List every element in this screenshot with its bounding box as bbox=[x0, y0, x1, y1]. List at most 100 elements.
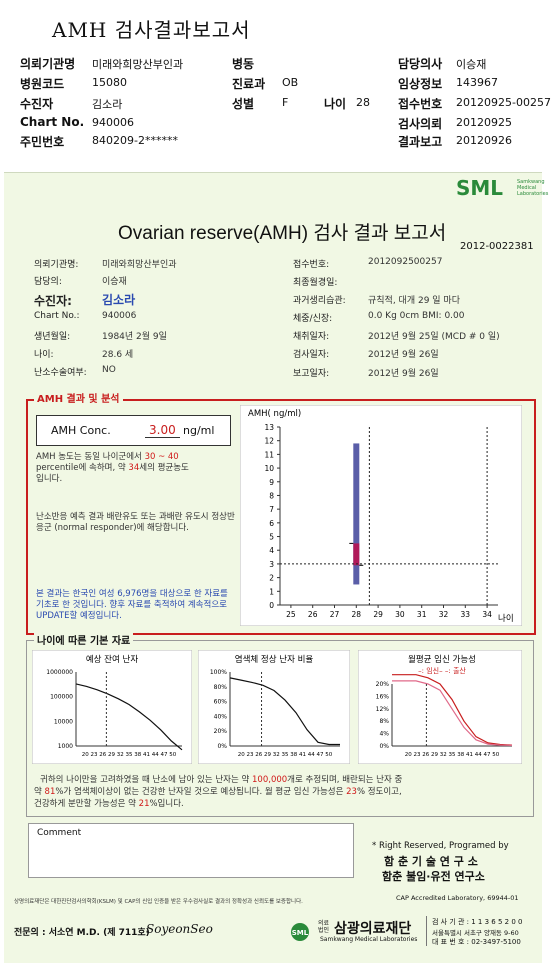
field-value: 143967 bbox=[456, 76, 498, 89]
amh-conc-unit: ng/ml bbox=[183, 424, 215, 437]
x-tick-labels: 20 23 26 29 32 35 38 41 44 47 50 bbox=[238, 752, 333, 758]
y-tick-label: 1000 bbox=[58, 743, 73, 750]
sml-logo-subtitle: Samkwang Medical Laboratories bbox=[517, 179, 549, 197]
y-tick-label: 4% bbox=[379, 731, 389, 738]
field-value: 20120925-00257 bbox=[456, 96, 551, 109]
amh-section-heading: AMH 결과 및 분석 bbox=[34, 390, 123, 405]
institute-name-1: 함 춘 기 술 연 구 소 bbox=[384, 855, 478, 868]
info-label: Chart No.: bbox=[34, 311, 80, 321]
x-tick-label: 26 bbox=[308, 610, 318, 619]
cap-accreditation: CAP Accredited Laboratory, 69944-01 bbox=[396, 894, 519, 902]
y-tick-label: 12% bbox=[376, 706, 390, 713]
summary-text: % 정도이고, bbox=[356, 787, 402, 797]
y-tick-label: 10 bbox=[264, 464, 274, 473]
info-label: 채취일자: bbox=[293, 332, 330, 342]
range-bar bbox=[353, 443, 360, 585]
info-label: 접수번호: bbox=[293, 260, 330, 270]
info-label: 보고일자: bbox=[293, 369, 330, 379]
desc-text: percentile에 속하며, 약 bbox=[36, 463, 126, 473]
y-tick-label: 1000000 bbox=[46, 669, 73, 676]
x-tick-label: 34 bbox=[482, 610, 492, 619]
amh-chart-ylabel: AMH( ng/ml) bbox=[248, 409, 301, 419]
chart-title: 예상 잔여 난자 bbox=[86, 654, 139, 665]
y-tick-label: 80% bbox=[214, 684, 228, 691]
y-tick-label: 0% bbox=[379, 743, 389, 750]
foundation-name: 삼광의료재단 bbox=[334, 921, 412, 937]
amh-conc-value: 3.00 bbox=[145, 423, 180, 438]
y-tick-label: 16% bbox=[376, 693, 390, 700]
normal-egg-pct: 81 bbox=[44, 787, 56, 797]
info-value: 0.0 Kg 0cm BMI: 0.00 bbox=[368, 311, 465, 321]
y-tick-label: 40% bbox=[214, 713, 228, 720]
field-label: 결과보고 bbox=[398, 135, 443, 149]
field-label: Chart No. bbox=[20, 115, 85, 129]
specialist-name: 전문의 : 서소연 M.D. (제 711호) bbox=[14, 928, 150, 938]
signature: SoyeonSeo bbox=[146, 922, 213, 936]
patient-name: 김소라 bbox=[102, 293, 136, 307]
field-value: 20120926 bbox=[456, 134, 512, 147]
age-summary-text: 귀하의 나이만을 고려하였을 때 난소에 남아 있는 난자는 약 100,000… bbox=[34, 774, 526, 810]
info-value: 1984년 2월 9일 bbox=[102, 332, 167, 342]
amh-conc-label: AMH Conc. bbox=[51, 424, 111, 437]
info-label: 수진자: bbox=[34, 294, 72, 308]
info-label: 검사일자: bbox=[293, 350, 330, 360]
info-value: 28.6 세 bbox=[102, 350, 134, 360]
sml-footer-logo: SML bbox=[290, 921, 318, 943]
y-tick-label: 12 bbox=[264, 437, 274, 446]
chart-title: 염색체 정상 난자 비율 bbox=[235, 654, 314, 665]
foundation-prefix: 의료법인 bbox=[318, 920, 330, 934]
series-line bbox=[392, 680, 513, 746]
series-line bbox=[75, 683, 183, 751]
pregnancy-chart: 월평균 임신 가능성 –: 임신– –: 출산 20% 16% 12% 8% 4% 0% 2… bbox=[358, 650, 522, 764]
x-tick-label: 25 bbox=[286, 610, 296, 619]
field-value: 미래와희망산부인과 bbox=[92, 58, 184, 71]
y-tick-label: 1 bbox=[269, 587, 274, 596]
percentile-range: 30 ~ 40 bbox=[144, 452, 179, 462]
field-label: 병원코드 bbox=[20, 77, 65, 91]
comment-label: Comment bbox=[37, 828, 82, 838]
summary-text: 약 bbox=[34, 787, 42, 797]
field-label: 수진자 bbox=[20, 97, 54, 111]
field-label: 주민번호 bbox=[20, 135, 65, 149]
field-label: 진료과 bbox=[232, 77, 266, 91]
y-tick-label: 8% bbox=[379, 718, 389, 725]
series-line bbox=[229, 677, 340, 746]
info-label: 체중/신장: bbox=[293, 314, 333, 324]
y-tick-label: 100% bbox=[210, 669, 227, 676]
info-value: 2012년 9월 26일 bbox=[368, 350, 439, 360]
y-tick-label: 3 bbox=[269, 560, 274, 569]
info-value: 2012년 9월 26일 bbox=[368, 369, 439, 379]
desc-text: 입니다. bbox=[36, 474, 63, 484]
info-value: 미래와희망산부인과 bbox=[102, 260, 177, 270]
field-label: 성별 bbox=[232, 97, 255, 111]
y-tick-label: 0% bbox=[217, 743, 227, 750]
amh-conc-box: AMH Conc. 3.00 ng/ml bbox=[36, 415, 231, 446]
y-tick-label: 6 bbox=[269, 519, 274, 528]
x-tick-label: 32 bbox=[439, 610, 449, 619]
contact-line: 대 표 번 호 : 02-3497-5100 bbox=[432, 938, 521, 946]
y-tick-label: 7 bbox=[269, 505, 274, 514]
contact-line: 서울특별시 서초구 양재동 9-60 bbox=[432, 929, 519, 937]
field-value: 20120925 bbox=[456, 116, 512, 129]
field-label: 의뢰기관명 bbox=[20, 57, 76, 71]
summary-text: 귀하의 나이만을 고려하였을 때 난소에 남아 있는 난자는 약 bbox=[40, 775, 250, 785]
foundation-subtitle: Samkwang Medical Laboratories bbox=[320, 936, 418, 943]
info-label: 담당의: bbox=[34, 277, 62, 287]
info-label: 난소수술여부: bbox=[34, 368, 87, 378]
document-title: AMH 검사결과보고서 bbox=[52, 18, 251, 42]
info-value: 2012년 9월 25일 (MCD # 0 일) bbox=[368, 332, 500, 342]
info-value: 이승재 bbox=[102, 277, 127, 287]
info-value: 940006 bbox=[102, 311, 137, 321]
y-tick-label: 0 bbox=[269, 601, 274, 610]
svg-text:SML: SML bbox=[292, 929, 309, 937]
field-label: 임상정보 bbox=[398, 77, 443, 91]
field-label: 담당의사 bbox=[398, 57, 443, 71]
field-value: 15080 bbox=[92, 76, 127, 89]
chart-legend: –: 임신– –: 출산 bbox=[418, 666, 466, 675]
y-tick-label: 9 bbox=[269, 478, 274, 487]
field-value: F bbox=[282, 96, 289, 109]
x-tick-label: 29 bbox=[373, 610, 383, 619]
info-value: NO bbox=[102, 365, 116, 375]
y-tick-label: 20% bbox=[214, 728, 228, 735]
